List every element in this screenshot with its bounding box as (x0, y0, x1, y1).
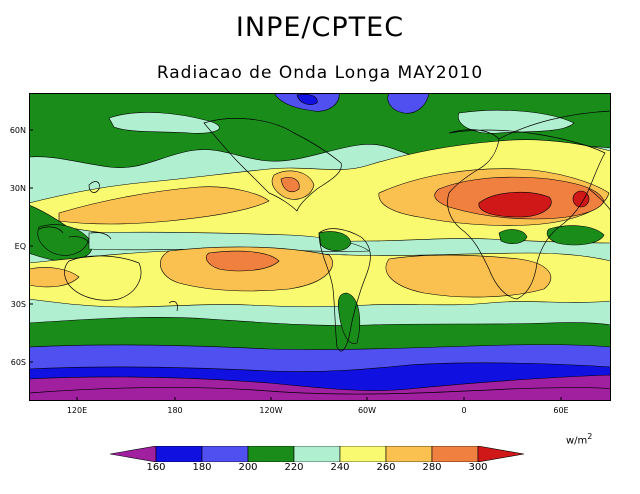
colorbar-260-280 (385, 446, 433, 462)
colorbar-160-180 (155, 446, 203, 462)
coast-antarctica (29, 387, 611, 395)
colorbar-280-300 (431, 446, 479, 462)
coast-australia (64, 255, 142, 301)
field-north-blue-3 (296, 93, 318, 105)
colorbar-200-220 (247, 446, 295, 462)
lat-label-30n: 30N (9, 184, 26, 193)
field-south-purple (29, 374, 611, 401)
colorbar-220-240 (293, 446, 341, 462)
field-north-blue-2 (387, 93, 430, 114)
field-eq-green-io (546, 225, 605, 246)
field-orange-south-atlantic (385, 254, 552, 298)
colorbar-tick-180: 180 (192, 462, 212, 473)
map-ticks (29, 129, 562, 401)
lon-label-120w: 120W (259, 406, 283, 415)
field-north-light (108, 112, 220, 134)
olr-map (29, 93, 611, 401)
colorbar-tick-260: 260 (376, 462, 396, 473)
lat-label-60s: 60S (10, 358, 26, 367)
colorbar-tick-300: 300 (468, 462, 488, 473)
field-darkorange-mexico (280, 177, 300, 192)
field-southamerica-green (337, 292, 360, 344)
field-red-arabia (572, 190, 590, 208)
lat-label-eq: EQ (14, 242, 26, 251)
lon-label-60w: 60W (357, 406, 377, 415)
field-eq-green-af (498, 229, 528, 244)
coast-europe-africa (447, 129, 606, 300)
field-orange-north (58, 186, 270, 225)
lat-label-60n: 60N (9, 126, 26, 135)
coastlines (29, 110, 611, 395)
field-eq-green-maritime (37, 224, 90, 256)
colorbar-lt160 (110, 446, 157, 462)
coast-southamerica (318, 228, 371, 352)
colorbar-tick-220: 220 (284, 462, 304, 473)
lon-label-180: 180 (167, 406, 183, 415)
colorbar-tick-160: 160 (146, 462, 166, 473)
colorbar-tick-240: 240 (330, 462, 350, 473)
lat-label-30s: 30S (10, 300, 26, 309)
colorbar (110, 446, 525, 462)
map-frame (29, 93, 611, 401)
field-orange-south-io (29, 267, 80, 288)
coast-japan (88, 181, 100, 193)
map-title: INPE/CPTEC (235, 12, 405, 43)
field-red-sahara (478, 191, 552, 218)
colorbar-240-260 (339, 446, 387, 462)
coast-nz (168, 301, 178, 312)
lon-label-60e: 60E (553, 406, 569, 415)
field-darkorange-south-pacific (206, 250, 280, 272)
colorbar-tick-200: 200 (238, 462, 258, 473)
colorbar-gt300 (477, 446, 525, 462)
coast-indonesia (38, 226, 112, 244)
lon-label-0: 0 (461, 406, 467, 415)
coast-northamerica (203, 118, 342, 212)
map-subtitle: Radiacao de Onda Longa MAY2010 (156, 63, 484, 83)
units-label: w/m2 (566, 432, 593, 447)
colorbar-tick-280: 280 (422, 462, 442, 473)
field-eq-green-itcz (88, 231, 370, 252)
coast-asia (498, 110, 611, 212)
colorbar-180-200 (201, 446, 249, 462)
field-eq-green-sa (318, 231, 352, 252)
lon-label-120e: 120E (66, 406, 88, 415)
